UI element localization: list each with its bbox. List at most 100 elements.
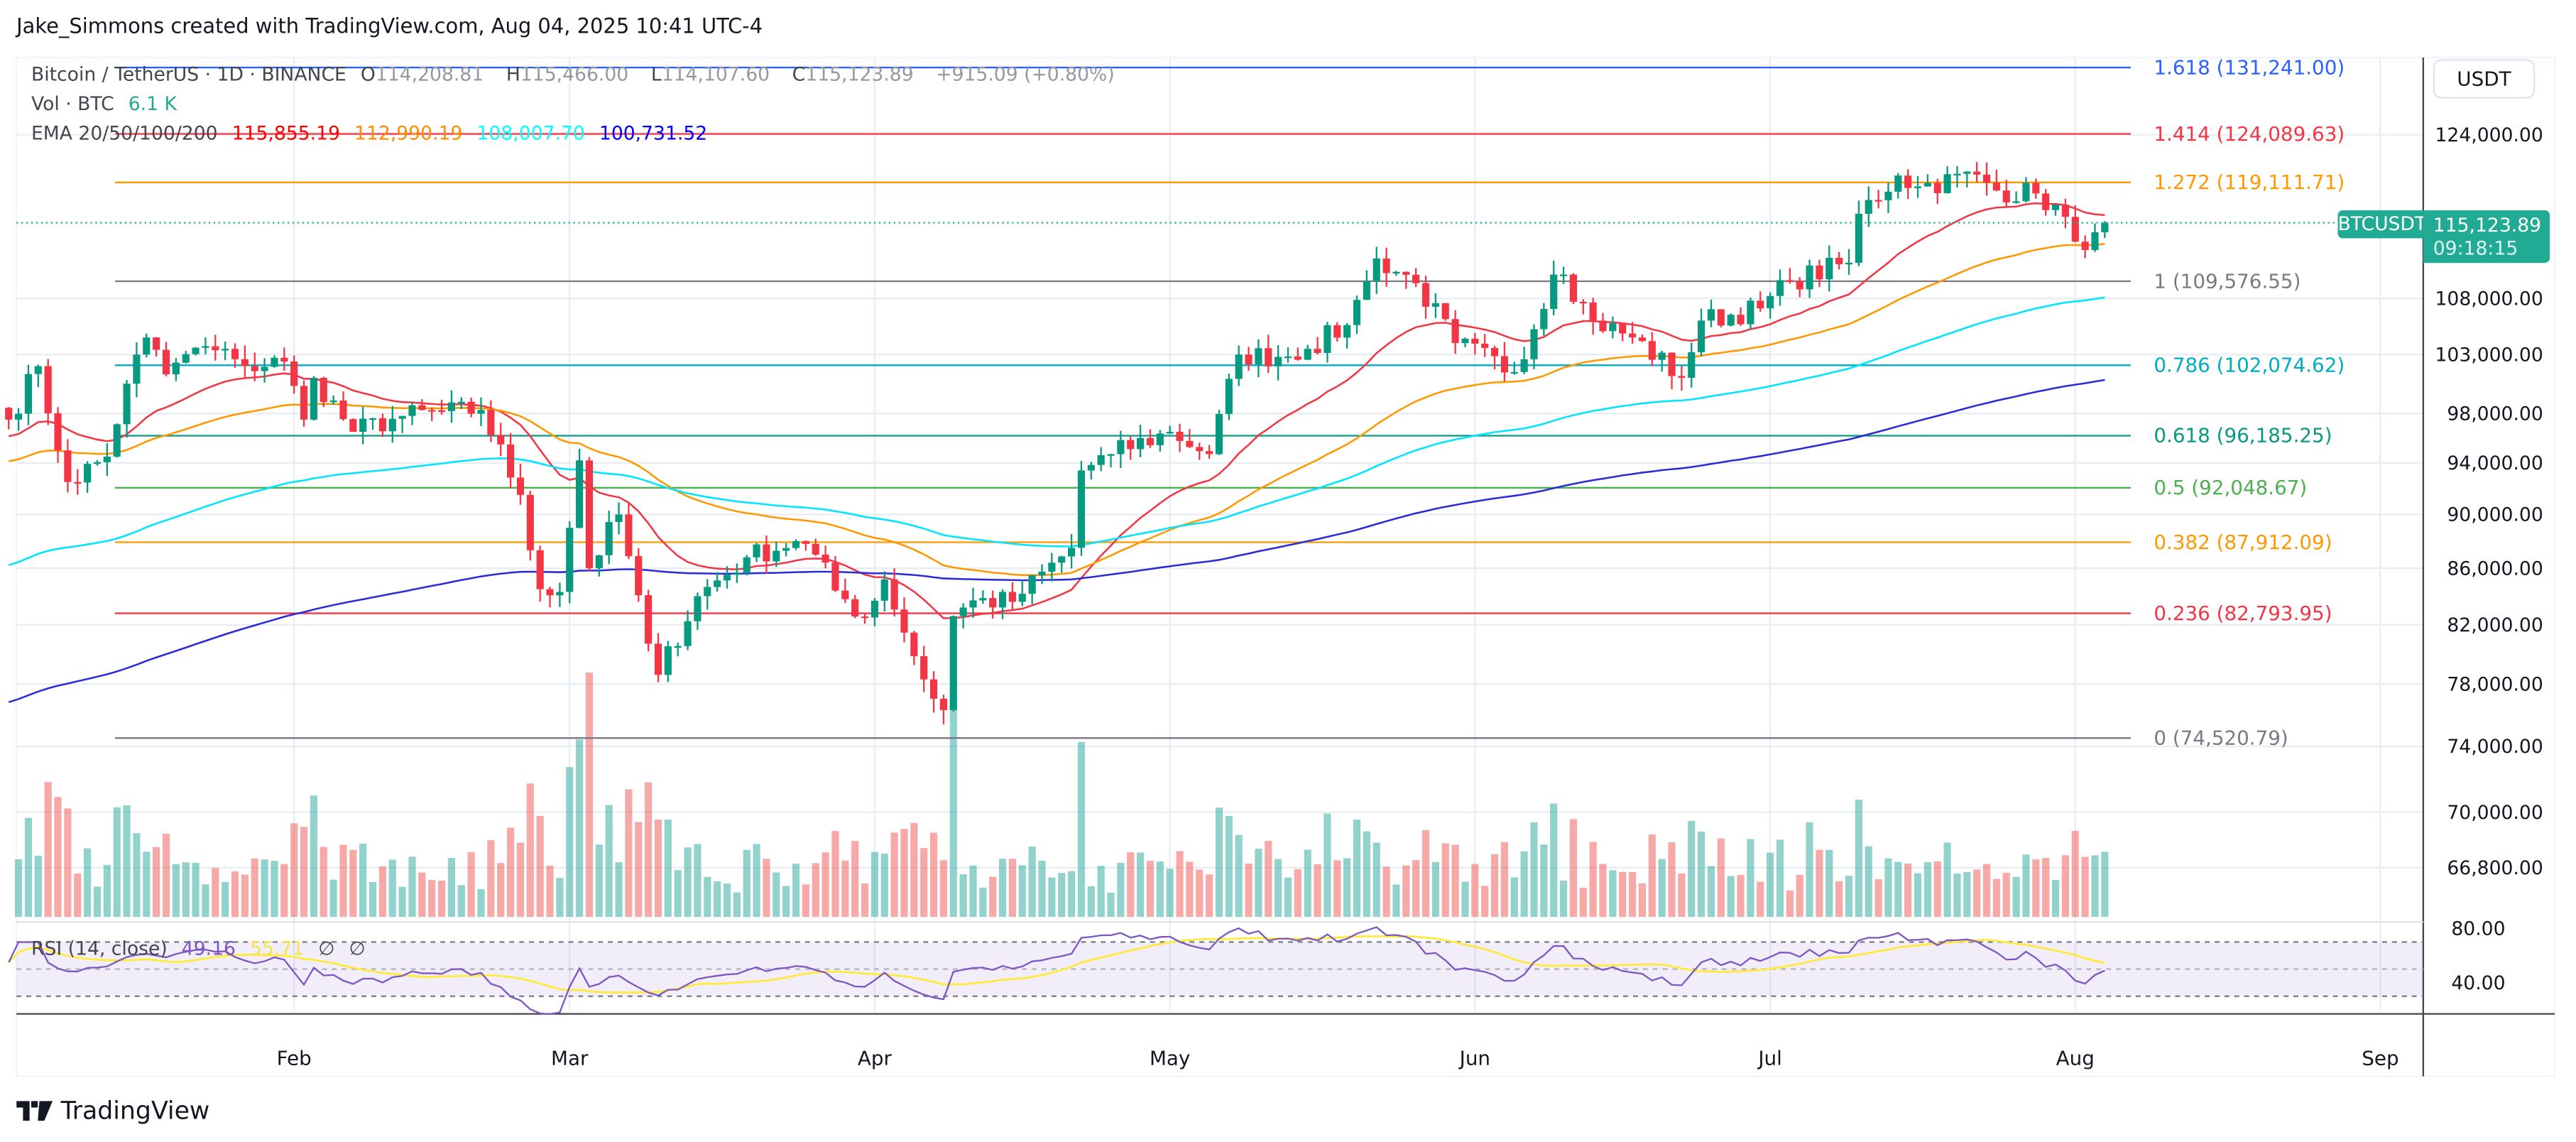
candle: [398, 415, 406, 433]
candle: [969, 587, 977, 618]
candle-body: [1933, 183, 1941, 194]
candle: [271, 355, 278, 368]
candle: [1461, 337, 1469, 347]
volume-bar: [1146, 861, 1155, 918]
candle: [1747, 297, 1754, 330]
candle-body: [2071, 217, 2079, 242]
candle: [1471, 332, 1479, 355]
volume-bar: [1018, 865, 1026, 918]
candle: [1698, 308, 1705, 357]
symbol-name[interactable]: Bitcoin / TetherUS · 1D · BINANCE: [31, 62, 346, 86]
volume-bar: [310, 795, 317, 918]
candle-body: [949, 616, 957, 710]
candle: [1186, 429, 1194, 449]
volume-bar: [202, 884, 209, 918]
candle: [1914, 175, 1922, 198]
volume-bar: [841, 860, 849, 918]
candle-body: [388, 418, 396, 432]
candle: [1137, 425, 1145, 457]
volume-bar: [477, 888, 485, 918]
candle-body: [143, 337, 151, 355]
candle: [251, 352, 258, 381]
volume-bar: [1540, 844, 1548, 918]
volume-bar: [1628, 871, 1637, 918]
candle-body: [467, 401, 475, 414]
volume-bar: [329, 879, 337, 918]
volume-label[interactable]: Vol · BTC: [31, 92, 114, 115]
candle-body: [1530, 329, 1538, 359]
volume-bar: [1077, 741, 1086, 918]
rsi-ma-line: [8, 935, 2105, 994]
candle: [704, 579, 711, 610]
candle-body: [1973, 171, 1981, 175]
volume-bar: [1845, 876, 1853, 918]
candle: [1540, 303, 1548, 336]
volume-bar: [1855, 799, 1862, 918]
volume-bar: [1196, 869, 1204, 918]
candle: [2042, 189, 2050, 216]
ema-label[interactable]: EMA 20/50/100/200: [31, 121, 218, 145]
volume-bar: [1333, 860, 1341, 918]
volume-bar: [635, 822, 643, 918]
tradingview-logo[interactable]: TradingView: [16, 1096, 209, 1126]
candle-body: [969, 600, 977, 608]
candle-body: [1304, 349, 1311, 360]
candle: [1117, 430, 1125, 469]
time-axis-label: Mar: [551, 1046, 589, 1070]
volume-bar: [1441, 843, 1449, 918]
volume-bar: [1461, 881, 1469, 918]
rsi-label[interactable]: RSI (14, close): [31, 936, 168, 960]
time-axis-label: Apr: [858, 1046, 893, 1070]
candle-body: [5, 408, 13, 420]
candle-body: [447, 402, 456, 411]
ema-20-line: [8, 202, 2105, 619]
candle: [1500, 342, 1508, 381]
candle: [182, 351, 190, 364]
candle-body: [1275, 357, 1282, 366]
candle: [1087, 462, 1095, 480]
candle-body: [546, 589, 554, 596]
candle: [153, 337, 160, 357]
candle-body: [1786, 280, 1794, 282]
volume-bar: [989, 876, 997, 918]
candle-body: [1077, 470, 1086, 548]
candle-body: [526, 494, 534, 550]
volume-bar: [1156, 861, 1164, 918]
candle: [723, 566, 731, 589]
volume-bar: [212, 868, 219, 918]
candle-body: [1835, 257, 1843, 265]
candle: [24, 364, 33, 425]
candle-body: [1707, 309, 1715, 321]
fib-level-label: 1.272 (119,111.71): [2154, 170, 2345, 194]
candle: [684, 610, 692, 651]
volume-bar: [1471, 864, 1479, 918]
candle-body: [1894, 175, 1902, 192]
candle: [231, 343, 239, 369]
volume-bar: [1806, 822, 1813, 918]
candle-body: [979, 598, 987, 601]
candle: [576, 448, 584, 529]
candle: [1520, 347, 1528, 374]
candle: [1796, 277, 1803, 298]
candle: [605, 510, 613, 565]
candle: [261, 358, 268, 383]
candle: [1648, 332, 1656, 366]
candle-body: [1992, 183, 2000, 191]
bar-countdown: 09:18:15: [2433, 236, 2518, 260]
candle-body: [457, 401, 465, 404]
candle-body: [625, 514, 633, 557]
candle: [1314, 337, 1321, 355]
volume-bar: [251, 858, 258, 918]
volume-bar: [605, 805, 613, 918]
rsi-ma-value: 55.71: [250, 936, 305, 960]
volume-bar: [192, 863, 200, 918]
candle: [890, 568, 898, 617]
volume-bar: [1914, 873, 1922, 918]
volume-bar: [1717, 838, 1725, 918]
candle-body: [300, 386, 308, 420]
candle-body: [64, 450, 72, 482]
candle: [202, 337, 209, 354]
candle-body: [743, 557, 751, 572]
currency-button[interactable]: USDT: [2433, 59, 2536, 99]
